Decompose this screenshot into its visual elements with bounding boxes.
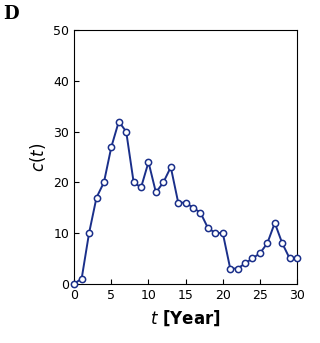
Y-axis label: $\mathit{c}(\mathit{t})$: $\mathit{c}(\mathit{t})$: [28, 142, 48, 172]
Text: D: D: [3, 5, 19, 23]
X-axis label: $\mathit{t}$ [Year]: $\mathit{t}$ [Year]: [150, 309, 221, 328]
